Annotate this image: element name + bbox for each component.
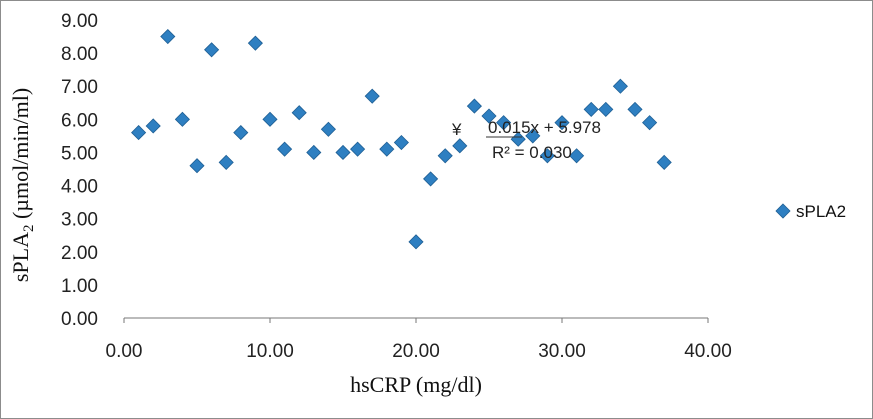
data-point bbox=[277, 141, 293, 157]
data-point bbox=[247, 35, 263, 51]
data-point bbox=[496, 115, 512, 131]
data-point bbox=[335, 144, 351, 161]
y-tick-label: 3.00 bbox=[61, 210, 98, 231]
data-point bbox=[583, 101, 599, 117]
x-axis-title: hsCRP (mg/dl) bbox=[350, 372, 482, 397]
data-point bbox=[291, 105, 307, 121]
y-tick-label: 9.00 bbox=[61, 11, 98, 32]
data-point bbox=[233, 125, 249, 141]
data-point bbox=[598, 101, 614, 117]
data-point bbox=[525, 128, 541, 144]
data-point bbox=[204, 42, 220, 58]
data-point bbox=[189, 158, 205, 174]
data-point bbox=[364, 88, 380, 104]
data-point bbox=[554, 115, 570, 131]
legend: sPLA2 bbox=[775, 202, 846, 221]
data-point bbox=[350, 141, 366, 157]
r-squared-label: R² = 0.030 bbox=[492, 143, 572, 162]
data-point bbox=[656, 154, 672, 170]
x-tick-label: 40.00 bbox=[684, 341, 732, 362]
data-point bbox=[393, 134, 409, 151]
data-point bbox=[481, 108, 497, 124]
data-point bbox=[160, 28, 176, 45]
y-axis-title-subscript: 2 bbox=[21, 225, 37, 233]
y-tick-label: 4.00 bbox=[61, 177, 98, 198]
data-point bbox=[379, 141, 395, 157]
y-axis-ticks: 0.00 1.00 2.00 3.00 4.00 5.00 6.00 7.00 8.00 9.00 bbox=[61, 11, 98, 330]
data-point bbox=[174, 111, 190, 127]
x-axis-ticks: 0.00 10.00 20.00 30.00 40.00 bbox=[106, 318, 732, 362]
y-tick-label: 5.00 bbox=[61, 143, 98, 164]
data-point bbox=[539, 148, 555, 164]
x-tick-label: 20.00 bbox=[392, 341, 440, 362]
y-tick-label: 2.00 bbox=[61, 243, 98, 264]
legend-marker bbox=[775, 203, 791, 219]
data-points bbox=[131, 28, 672, 250]
data-point bbox=[466, 98, 482, 114]
data-point bbox=[452, 138, 468, 154]
x-tick-label: 10.00 bbox=[246, 341, 294, 362]
data-point bbox=[306, 144, 322, 161]
legend-label: sPLA2 bbox=[796, 202, 846, 221]
x-tick-label: 30.00 bbox=[538, 341, 586, 362]
data-point bbox=[262, 111, 278, 127]
x-tick-label: 0.00 bbox=[106, 341, 143, 362]
y-tick-label: 7.00 bbox=[61, 77, 98, 98]
y-axis-title: sPLA2 (µmol/min/ml) bbox=[8, 88, 37, 282]
y-tick-label: 6.00 bbox=[61, 110, 98, 131]
data-point bbox=[627, 101, 643, 117]
trendline-marker: ¥ bbox=[451, 120, 462, 139]
data-point bbox=[423, 171, 439, 187]
data-point bbox=[218, 154, 234, 170]
data-point bbox=[320, 121, 336, 137]
data-point bbox=[612, 78, 628, 94]
data-point bbox=[569, 148, 585, 164]
y-axis-title-units: (µmol/min/ml) bbox=[8, 88, 33, 225]
data-point bbox=[408, 234, 424, 250]
y-axis-title-main: sPLA bbox=[8, 232, 33, 282]
data-point bbox=[145, 118, 161, 134]
data-point bbox=[131, 125, 147, 141]
data-point bbox=[642, 115, 658, 131]
y-tick-label: 8.00 bbox=[61, 44, 98, 65]
data-point bbox=[437, 148, 453, 164]
y-tick-label: 0.00 bbox=[61, 309, 98, 330]
y-tick-label: 1.00 bbox=[61, 276, 98, 297]
trendline-equation: 0.015x + 5.978 bbox=[488, 118, 601, 137]
